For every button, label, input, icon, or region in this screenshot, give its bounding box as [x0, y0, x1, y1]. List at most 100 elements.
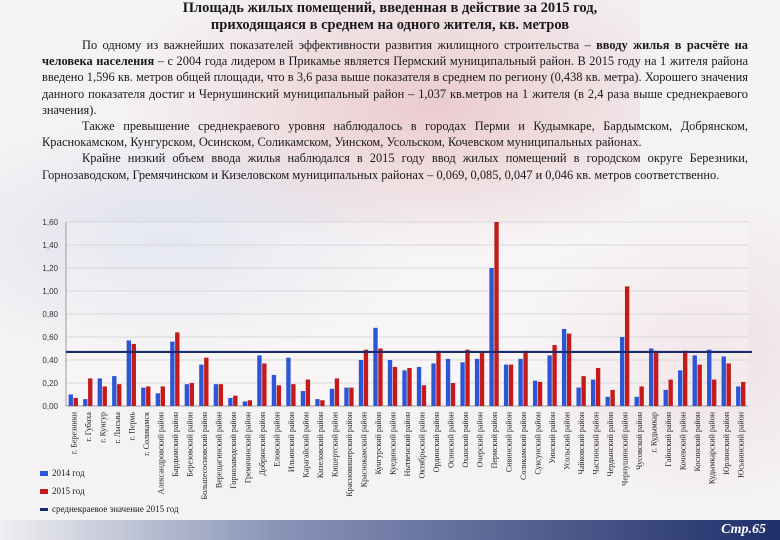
x-tick-label: г. Соликамск: [142, 412, 151, 456]
bar-2015: [73, 397, 78, 406]
bar-2014: [474, 358, 480, 406]
bar-2015: [334, 378, 340, 406]
bar-2014: [242, 401, 248, 406]
bar-2014: [126, 340, 131, 406]
bar-2014: [445, 358, 451, 406]
x-tick-label: Суксунский район: [534, 411, 543, 474]
bar-2014: [184, 384, 190, 406]
bar-2014: [155, 393, 161, 406]
bar-2015: [566, 333, 572, 406]
bar-2014: [373, 327, 378, 406]
x-tick-label: Оханский район: [461, 411, 470, 467]
bar-2015: [392, 366, 398, 406]
x-tick-label: Чусовской район: [635, 411, 644, 470]
title-line-1: Площадь жилых помещений, введенная в дей…: [182, 0, 598, 16]
bar-2015: [537, 381, 543, 406]
chart-legend: 2014 год 2015 год среднекраевое значение…: [40, 468, 190, 522]
x-tick-label: Гремячинский район: [243, 411, 252, 483]
bar-2014: [532, 380, 538, 406]
x-tick-label: Александровский район: [156, 411, 165, 494]
bar-2014: [663, 389, 668, 406]
x-tick-label: Сивинский район: [505, 411, 514, 472]
bar-2015: [102, 386, 107, 406]
title-line-2: приходящаяся в среднем на одного жителя,…: [210, 17, 570, 33]
legend-label-average: среднекраевое значение 2015 год: [52, 504, 179, 514]
body-text: По одному из важнейших показателей эффек…: [42, 37, 748, 183]
x-tick-label: г. Лысьва: [113, 412, 122, 444]
bar-2015: [479, 353, 485, 406]
page-number: Стр.65: [721, 522, 766, 537]
bar-2015: [131, 343, 136, 406]
bar-2015: [726, 363, 731, 406]
bar-2014: [692, 355, 697, 406]
bar-2015: [378, 348, 383, 406]
x-tick-label: Чердынский район: [606, 411, 615, 476]
bar-2015: [697, 364, 702, 406]
bar-2015: [189, 383, 194, 406]
legend-item-average: среднекраевое значение 2015 год: [40, 504, 190, 515]
x-tick-label: г. Пермь: [127, 412, 136, 441]
bar-2014: [649, 348, 654, 406]
paragraph-1-end: – с 2004 года лидером в Прикамье являетс…: [42, 54, 748, 117]
bar-2014: [503, 364, 509, 406]
bar-2015: [639, 386, 644, 406]
y-tick-label: 1,60: [42, 218, 58, 227]
x-tick-label: Краснокамский район: [359, 411, 368, 487]
paragraph-1-start: По одному из важнейших показателей эффек…: [82, 38, 597, 52]
background-decoration: [120, 0, 640, 260]
x-tick-label: Частинский район: [592, 411, 601, 474]
bar-2015: [712, 379, 717, 406]
paragraph-2: Также превышение среднекраевого уровня н…: [42, 119, 748, 150]
bar-2015: [175, 332, 180, 406]
x-tick-label: Гайнский район: [664, 411, 673, 466]
bar-2014: [402, 370, 407, 406]
bar-2014: [344, 387, 349, 406]
x-tick-label: Нытвенский район: [403, 411, 412, 476]
page-title: Площадь жилых помещений, введенная в дей…: [0, 0, 780, 34]
bar-2014: [387, 360, 393, 406]
bar-2014: [431, 363, 436, 406]
legend-label-2014: 2014 год: [52, 468, 85, 478]
bar-2014: [228, 397, 233, 406]
bar-2014: [634, 396, 639, 406]
legend-item-2015: 2015 год: [40, 486, 190, 497]
legend-label-2015: 2015 год: [52, 486, 85, 496]
x-tick-label: Чернушинский район: [621, 411, 630, 486]
bar-2015: [349, 387, 354, 406]
bar-2014: [590, 379, 596, 406]
bar-2015: [552, 345, 557, 406]
x-tick-label: Осинский район: [447, 411, 456, 468]
x-tick-label: Очерский район: [476, 411, 485, 467]
bar-2014: [271, 374, 277, 406]
y-tick-label: 0,40: [42, 356, 58, 365]
bar-2014: [620, 337, 625, 406]
legend-swatch-2014: [40, 471, 48, 476]
bar-2015: [247, 400, 253, 406]
background-decoration: [0, 120, 420, 360]
legend-item-2014: 2014 год: [40, 468, 190, 479]
x-tick-label: Большесосновский район: [200, 411, 209, 499]
x-tick-label: Красновишерский район: [345, 411, 354, 496]
bar-2015: [494, 222, 499, 406]
bar-2014: [141, 387, 146, 406]
bar-2015: [218, 384, 224, 406]
bar-2014: [83, 399, 88, 406]
bar-2015: [653, 350, 659, 406]
bar-2015: [363, 349, 369, 406]
bar-2015: [276, 385, 282, 406]
bar-2015: [160, 386, 165, 406]
paragraph-1: По одному из важнейших показателей эффек…: [42, 37, 748, 118]
bar-2014: [112, 376, 117, 406]
bar-2015: [595, 368, 601, 406]
bar-2014: [518, 358, 523, 406]
bar-2015: [262, 363, 267, 406]
x-tick-label: Ильинский район: [287, 411, 296, 472]
x-tick-label: Кунгурский район: [374, 411, 383, 474]
x-tick-label: Кудымкарский район: [708, 411, 717, 484]
chart-svg: 0,00 0,20 0,40 0,60 0,80 1,00 1,20 1,40 1,60 г. Б…: [42, 218, 752, 499]
x-tick-label: Куединский район: [388, 411, 397, 475]
x-tick-label: Карагайский район: [301, 411, 310, 477]
bar-2014: [170, 341, 175, 406]
bar-2015: [204, 357, 209, 406]
bar-2014: [358, 360, 364, 406]
